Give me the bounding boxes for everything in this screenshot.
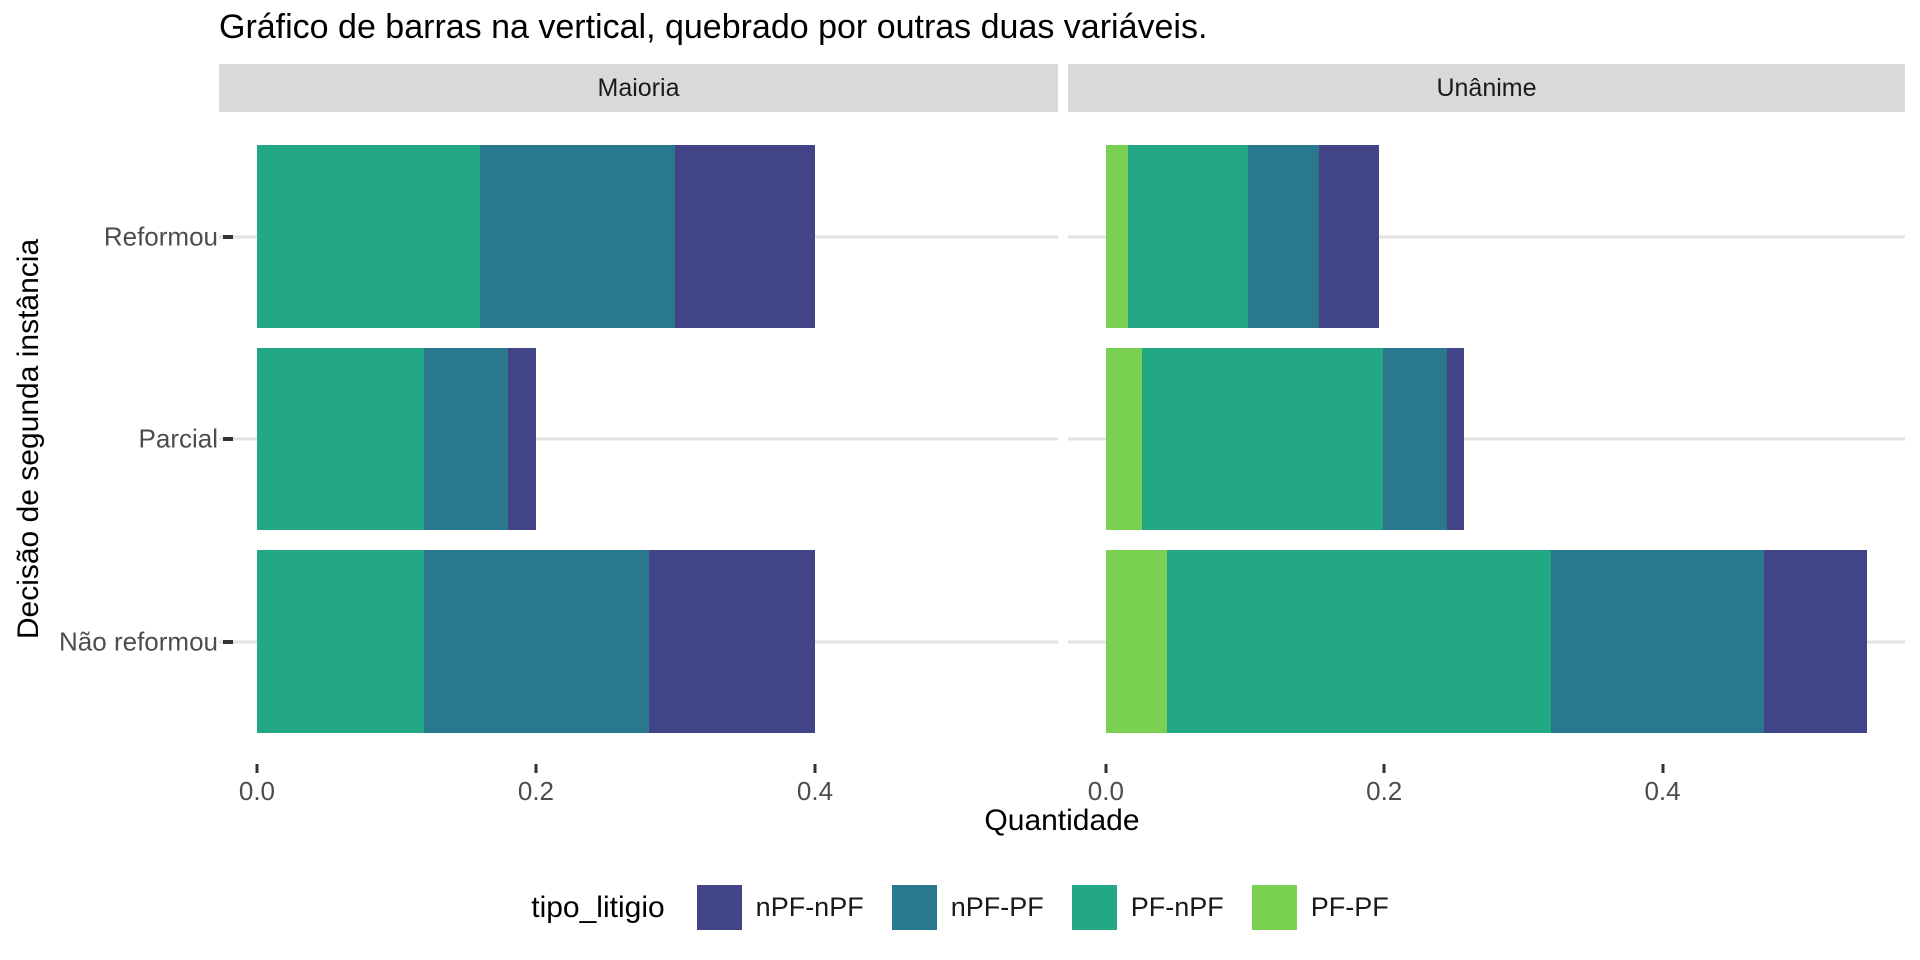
facet-panel (1068, 115, 1905, 763)
x-tick-label: 0.0 (1087, 776, 1124, 806)
bar-segment (256, 550, 425, 733)
x-axis-tick (255, 764, 259, 773)
legend-item: nPF-PF (891, 885, 1044, 930)
y-category-label: Parcial (138, 423, 218, 454)
x-axis-tick (534, 764, 538, 773)
bar-segment (1446, 347, 1464, 531)
bar-segment (1382, 347, 1447, 531)
legend-swatch (696, 885, 742, 930)
legend-item: PF-nPF (1071, 885, 1224, 930)
bar-segment (1167, 550, 1552, 733)
legend-title: tipo_litigio (531, 890, 665, 924)
legend-item-label: PF-PF (1310, 892, 1389, 922)
y-category-label: Não reformou (59, 626, 218, 656)
facet-panel (219, 115, 1058, 763)
bar-segment (508, 347, 536, 531)
bar-segment (480, 145, 676, 328)
facet-strip: Maioria (219, 64, 1058, 112)
grid-line (1068, 437, 1905, 441)
legend-swatch (891, 885, 937, 930)
y-axis-title-text: Decisão de segunda instância (12, 238, 45, 640)
legend-item-label: nPF-nPF (755, 892, 864, 922)
x-tick-label: 0.4 (1644, 776, 1681, 806)
x-tick-label: 0.4 (796, 776, 834, 806)
x-tick-label: 0.2 (1366, 776, 1403, 806)
legend-item: nPF-nPF (696, 885, 864, 930)
y-category-label: Reformou (103, 221, 218, 251)
x-axis-tick (1382, 764, 1386, 773)
x-axis-tick (1661, 764, 1665, 773)
x-tick-label: 0.2 (517, 776, 555, 806)
facet-strip-label: Maioria (597, 73, 680, 102)
bar-segment (648, 550, 815, 733)
bar-segment (1764, 550, 1868, 733)
bar-segment (256, 347, 425, 531)
legend: tipo_litigio nPF-nPF nPF-PF PF-nPF PF-PF (0, 885, 1920, 930)
bar-segment (1105, 347, 1143, 531)
chart-title: Gráfico de barras na vertical, quebrado … (219, 8, 1208, 46)
y-axis-tick (223, 639, 233, 644)
x-axis-tick (813, 764, 817, 773)
y-axis-tick (223, 437, 233, 441)
x-axis-title: Quantidade (984, 804, 1140, 837)
legend-item: PF-PF (1251, 885, 1389, 930)
bar-segment (1128, 145, 1248, 328)
x-axis-tick (1104, 764, 1108, 773)
bar-segment (1105, 145, 1129, 328)
y-axis-title: Decisão de segunda instância (8, 115, 50, 763)
bar-segment (424, 347, 509, 531)
legend-swatch (1251, 885, 1297, 930)
facet-strip-label: Unânime (1436, 73, 1537, 102)
y-axis-tick (223, 234, 233, 239)
bar-segment (1318, 145, 1379, 328)
legend-swatch (1071, 885, 1117, 930)
legend-item-label: PF-nPF (1130, 892, 1224, 922)
bar-segment (256, 145, 481, 328)
bar-segment (1247, 145, 1319, 328)
bar-segment (1105, 550, 1168, 733)
facet-strip: Unânime (1068, 64, 1905, 112)
legend-item-label: nPF-PF (950, 892, 1044, 922)
bar-segment (1551, 550, 1765, 733)
grid-line (1068, 235, 1905, 238)
grid-line (219, 437, 1058, 441)
bar-segment (424, 550, 649, 733)
x-tick-label: 0.0 (238, 776, 276, 806)
bar-segment (1142, 347, 1383, 531)
bar-segment (675, 145, 815, 328)
